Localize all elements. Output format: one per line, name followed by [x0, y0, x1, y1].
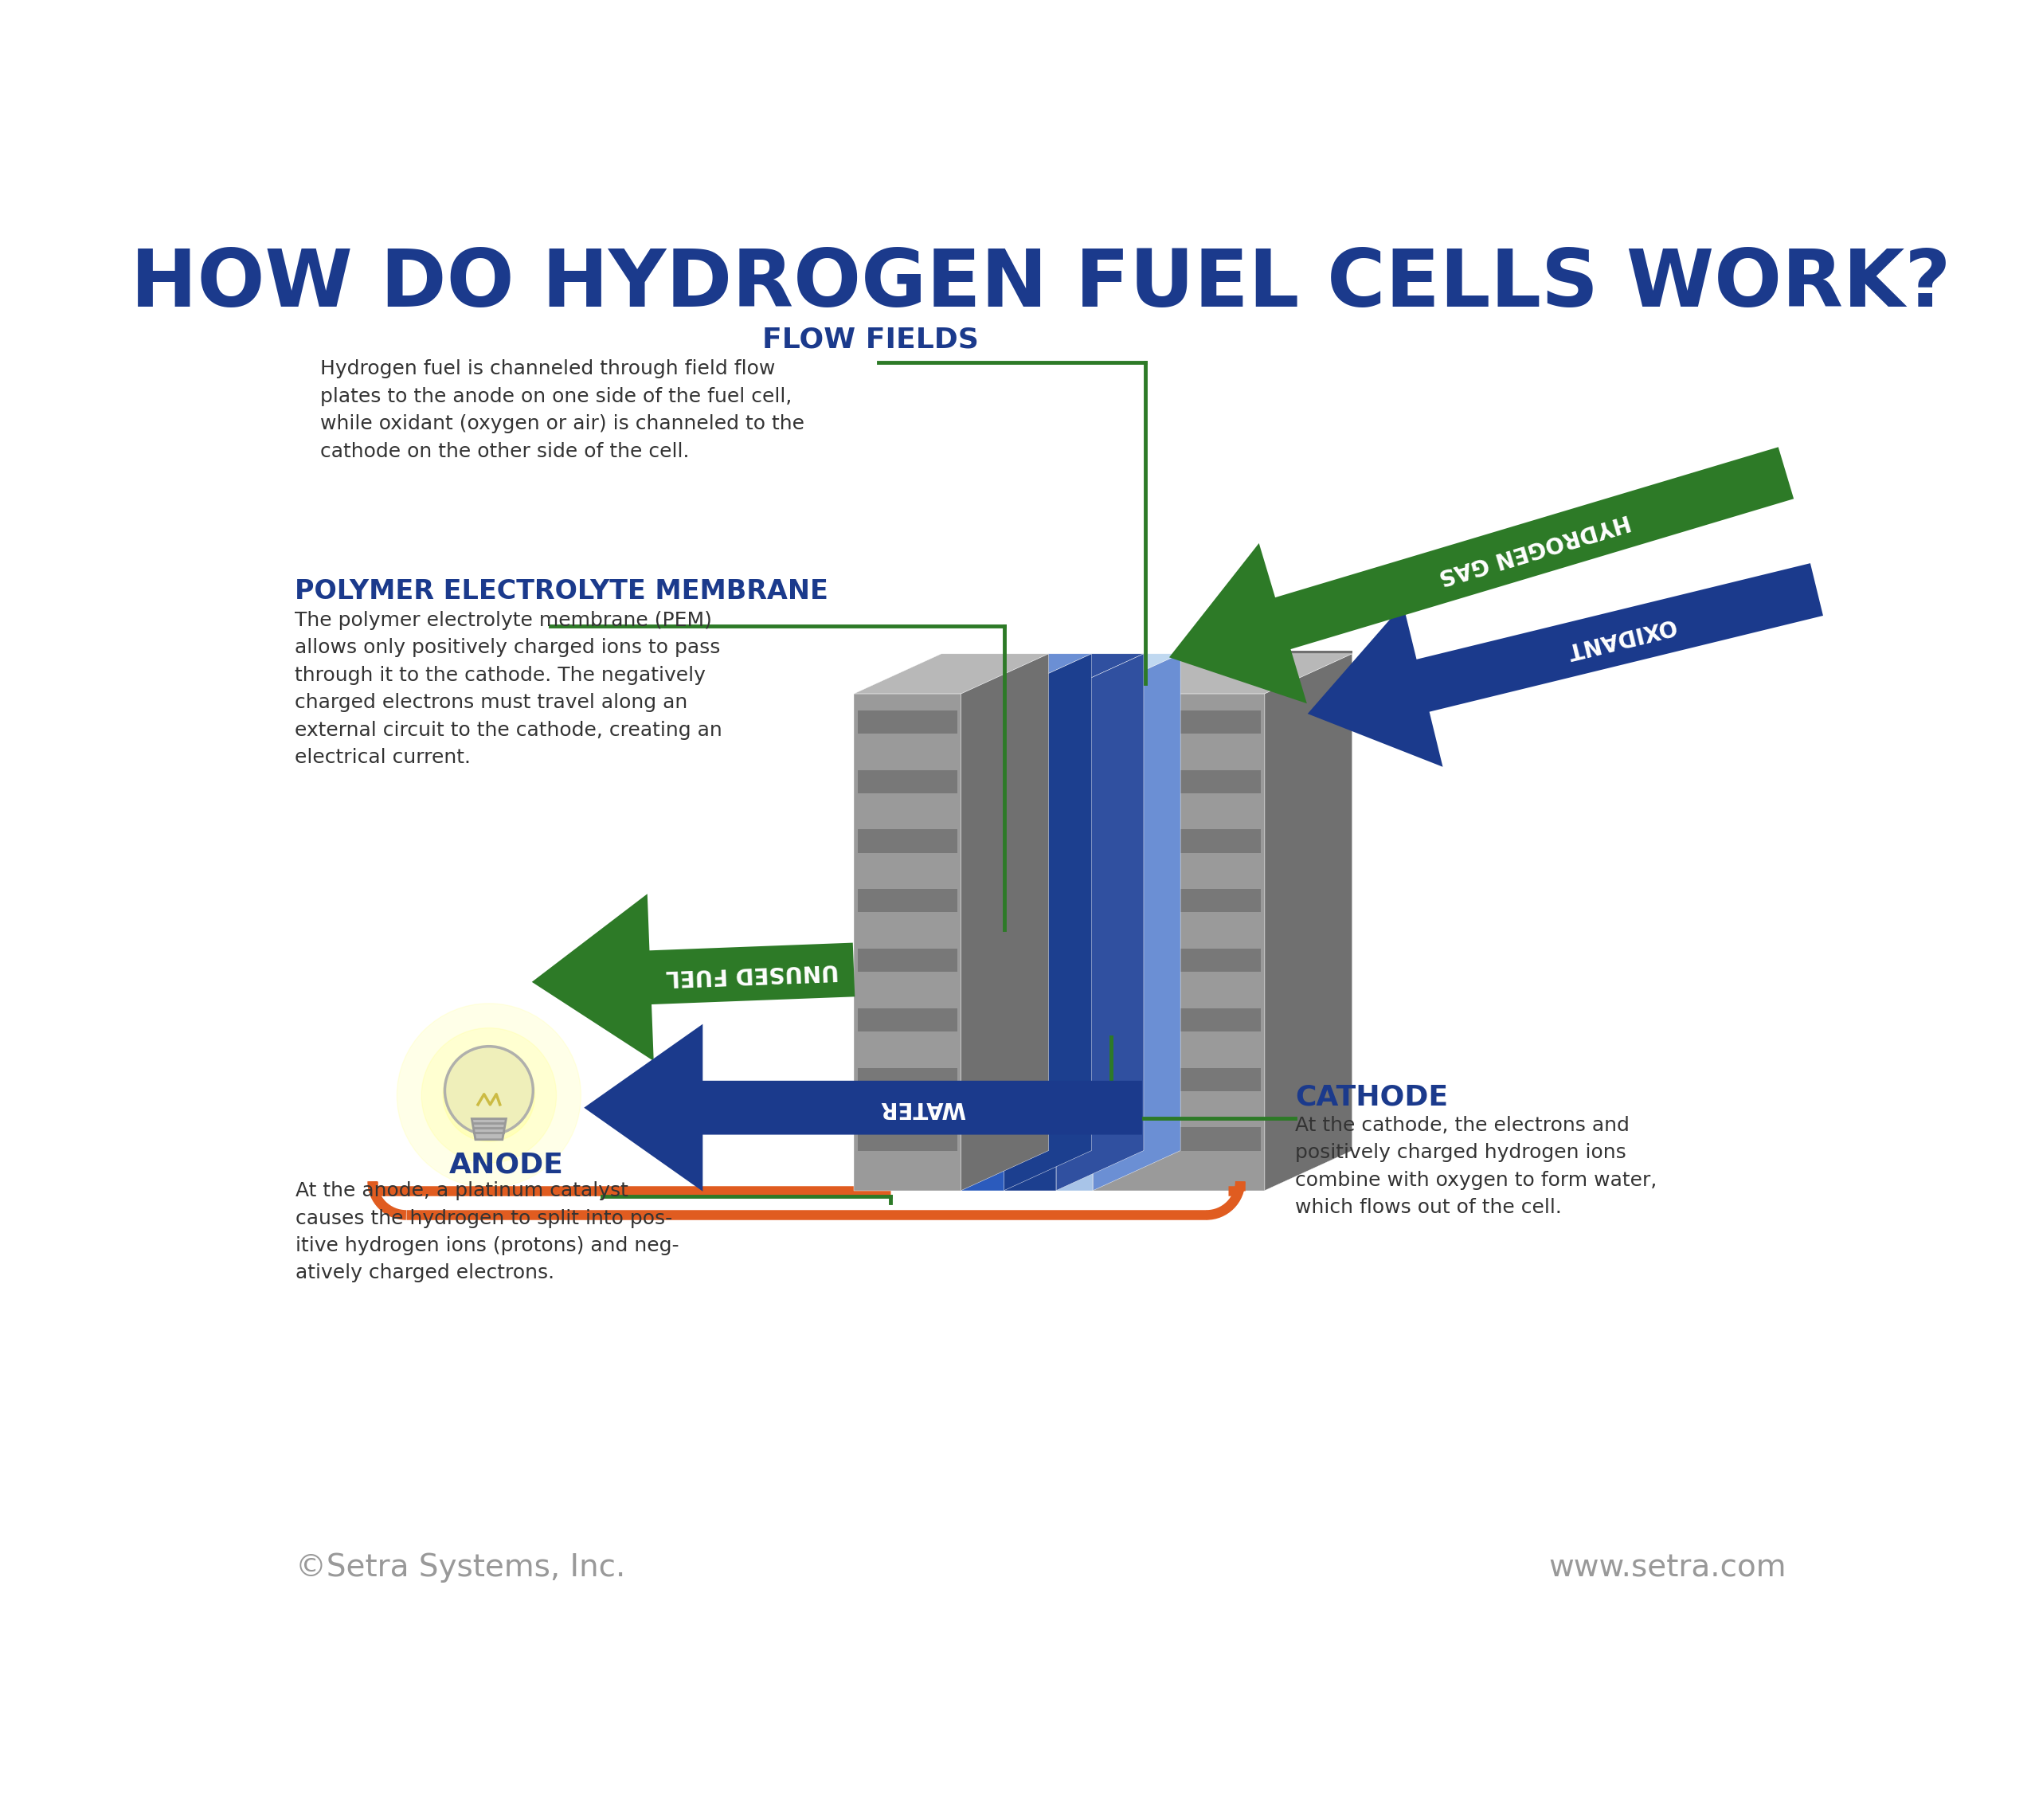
Polygon shape	[1265, 653, 1353, 1190]
Text: HOW DO HYDROGEN FUEL CELLS WORK?: HOW DO HYDROGEN FUEL CELLS WORK?	[130, 246, 1952, 324]
Polygon shape	[1308, 562, 1824, 766]
Polygon shape	[1097, 1068, 1261, 1090]
Circle shape	[443, 1050, 534, 1141]
Polygon shape	[1170, 448, 1793, 704]
Polygon shape	[471, 1119, 506, 1139]
Polygon shape	[961, 653, 1091, 693]
Polygon shape	[1093, 653, 1353, 693]
Polygon shape	[1180, 652, 1353, 653]
Circle shape	[445, 1046, 532, 1134]
Polygon shape	[1093, 693, 1265, 1190]
Polygon shape	[1003, 653, 1091, 1190]
Polygon shape	[857, 1008, 957, 1032]
Polygon shape	[857, 1068, 957, 1090]
Text: ©Setra Systems, Inc.: ©Setra Systems, Inc.	[297, 1552, 626, 1583]
Polygon shape	[1097, 770, 1261, 794]
Circle shape	[422, 1028, 556, 1163]
Polygon shape	[1056, 653, 1180, 693]
Polygon shape	[532, 894, 855, 1061]
Polygon shape	[857, 1127, 957, 1150]
Text: CATHODE: CATHODE	[1296, 1083, 1448, 1110]
Polygon shape	[857, 770, 957, 794]
Text: At the anode, a platinum catalyst
causes the hydrogen to split into pos-
itive h: At the anode, a platinum catalyst causes…	[297, 1181, 678, 1283]
Text: At the cathode, the electrons and
positively charged hydrogen ions
combine with : At the cathode, the electrons and positi…	[1296, 1116, 1657, 1218]
Polygon shape	[1097, 948, 1261, 972]
Polygon shape	[961, 693, 1003, 1190]
Polygon shape	[1097, 710, 1261, 733]
Text: WATER: WATER	[879, 1096, 965, 1119]
Circle shape	[396, 1003, 581, 1187]
Polygon shape	[1097, 1008, 1261, 1032]
Text: www.setra.com: www.setra.com	[1548, 1552, 1785, 1583]
Text: POLYMER ELECTROLYTE MEMBRANE: POLYMER ELECTROLYTE MEMBRANE	[294, 579, 829, 604]
Polygon shape	[1097, 830, 1261, 854]
Text: Hydrogen fuel is channeled through field flow
plates to the anode on one side of: Hydrogen fuel is channeled through field…	[321, 360, 804, 460]
Polygon shape	[1093, 653, 1180, 1190]
Text: The polymer electrolyte membrane (PEM)
allows only positively charged ions to pa: The polymer electrolyte membrane (PEM) a…	[294, 612, 723, 768]
Polygon shape	[857, 948, 957, 972]
Polygon shape	[857, 710, 957, 733]
Polygon shape	[857, 830, 957, 854]
Polygon shape	[961, 653, 1048, 1190]
Polygon shape	[1056, 693, 1093, 1190]
Text: OXIDANT: OXIDANT	[1562, 613, 1678, 662]
Polygon shape	[1003, 693, 1056, 1190]
Polygon shape	[585, 1025, 1141, 1192]
Polygon shape	[857, 888, 957, 912]
Polygon shape	[1097, 888, 1261, 912]
Text: ANODE: ANODE	[449, 1150, 565, 1178]
Text: UNUSED FUEL: UNUSED FUEL	[666, 959, 839, 988]
Text: HYDROGEN GAS: HYDROGEN GAS	[1436, 510, 1633, 588]
Polygon shape	[1056, 653, 1143, 1190]
Polygon shape	[1097, 1127, 1261, 1150]
Polygon shape	[1003, 653, 1143, 693]
Polygon shape	[853, 693, 961, 1190]
Text: FLOW FIELDS: FLOW FIELDS	[762, 326, 979, 353]
Polygon shape	[853, 653, 1048, 693]
